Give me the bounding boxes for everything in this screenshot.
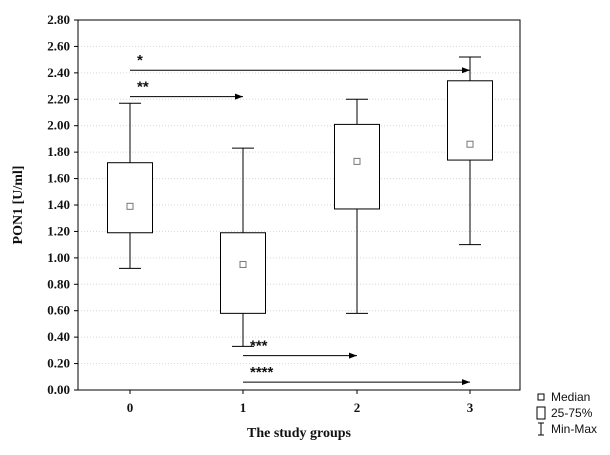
significance-annotations: **********: [130, 52, 470, 386]
median-marker: [239, 260, 247, 268]
significance-label: **: [137, 79, 149, 96]
legend-median-symbol: [537, 393, 545, 401]
box-group: [107, 102, 153, 269]
y-tick-label: 0.80: [47, 276, 70, 291]
x-tick-label: 1: [240, 400, 247, 415]
y-tick-label: 1.60: [47, 171, 70, 186]
y-tick-label: 2.80: [47, 12, 70, 27]
y-tick-label: 1.40: [47, 197, 70, 212]
significance-label: *: [137, 52, 143, 69]
y-tick-label: 0.00: [47, 382, 70, 397]
iqr-box: [447, 80, 493, 161]
legend-label: 25-75%: [551, 406, 593, 420]
y-tick-label: 2.00: [47, 118, 70, 133]
median-marker: [126, 202, 134, 210]
iqr-box: [220, 232, 266, 314]
significance-label: ****: [250, 364, 274, 381]
y-axis: 0.00 0.20 0.40 0.60 0.80 1.00 1.20 1.40 1.60 1.80…: [47, 12, 78, 397]
x-axis: 0 1 2 3: [127, 390, 474, 415]
legend-box-symbol: [536, 406, 546, 420]
significance-label: ***: [250, 338, 268, 355]
x-tick-label: 0: [127, 400, 134, 415]
iqr-box: [107, 162, 153, 234]
y-tick-label: 0.60: [47, 303, 70, 318]
iqr-box: [334, 123, 380, 210]
x-tick-label: 3: [467, 400, 474, 415]
y-tick-label: 2.20: [47, 91, 70, 106]
y-axis-title: PON1 [U/ml]: [11, 166, 26, 245]
legend-label: Min-Max: [551, 422, 597, 436]
boxes: [107, 56, 493, 347]
y-tick-label: 2.40: [47, 65, 70, 80]
y-tick-label: 1.80: [47, 144, 70, 159]
x-tick-label: 2: [354, 400, 361, 415]
box-group: [220, 147, 266, 347]
y-tick-label: 2.60: [47, 38, 70, 53]
box-group: [447, 56, 493, 246]
x-axis-title: The study groups: [247, 426, 352, 441]
box-group: [334, 98, 380, 314]
y-tick-label: 1.20: [47, 223, 70, 238]
median-marker: [353, 157, 361, 165]
median-marker: [466, 140, 474, 148]
legend: Median 25-75% Min-Max: [536, 390, 597, 436]
y-tick-label: 0.40: [47, 329, 70, 344]
legend-label: Median: [551, 390, 590, 404]
y-tick-label: 1.00: [47, 250, 70, 265]
y-tick-label: 0.20: [47, 356, 70, 371]
